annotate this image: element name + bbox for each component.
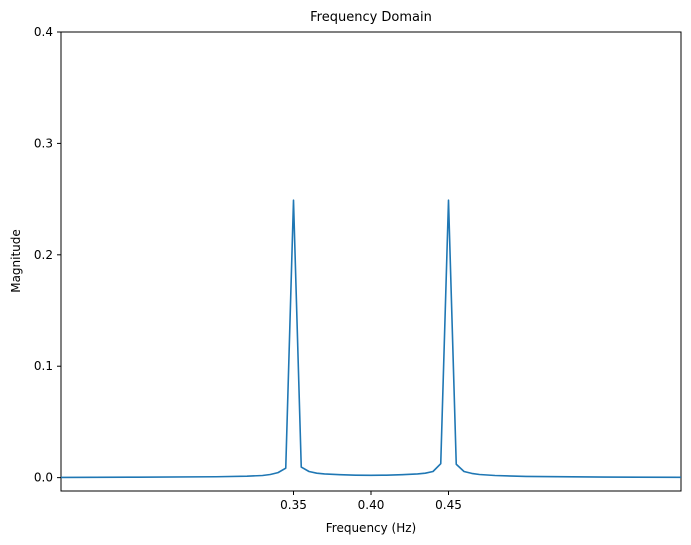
x-axis-label: Frequency (Hz) [326, 521, 417, 535]
y-tick-label: 0.4 [34, 25, 53, 39]
x-tick-label: 0.40 [358, 498, 385, 512]
y-tick-label: 0.0 [34, 471, 53, 485]
chart-title: Frequency Domain [310, 10, 432, 25]
magnitude-line [60, 199, 682, 479]
x-tick-label: 0.35 [280, 498, 307, 512]
y-tick-label: 0.1 [34, 359, 53, 373]
x-tick-label: 0.45 [435, 498, 462, 512]
y-tick-label: 0.2 [34, 248, 53, 262]
y-axis-label: Magnitude [9, 229, 23, 293]
line-layer [60, 199, 682, 479]
y-axis-ticks: 0.0 0.1 0.2 0.3 0.4 [34, 25, 61, 485]
plot-area [60, 31, 682, 492]
x-axis-ticks: 0.35 0.40 0.45 [280, 491, 462, 512]
y-tick-label: 0.3 [34, 136, 53, 150]
